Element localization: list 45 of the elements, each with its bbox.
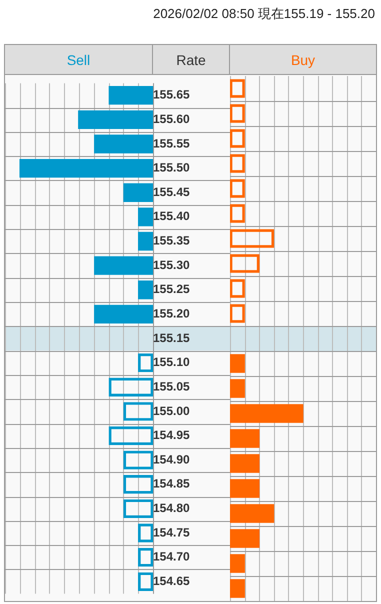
y-tick-label: 155.25 bbox=[153, 282, 190, 296]
bar bbox=[138, 208, 153, 226]
bar bbox=[230, 504, 274, 523]
y-tick-label: 155.05 bbox=[153, 379, 190, 394]
y-axis-title: Rate bbox=[153, 45, 230, 75]
bar bbox=[138, 280, 153, 300]
y-tick-label: 155.20 bbox=[153, 306, 190, 320]
y-tick-label: 155.60 bbox=[153, 112, 190, 126]
bar bbox=[138, 232, 153, 251]
bar bbox=[230, 354, 245, 373]
y-tick-label: 154.80 bbox=[153, 501, 190, 516]
y-tick-label: 155.45 bbox=[153, 184, 190, 199]
y-tick-label: 155.40 bbox=[153, 209, 190, 224]
bar bbox=[94, 304, 153, 324]
bar bbox=[108, 86, 153, 105]
y-tick-label: 154.65 bbox=[153, 574, 190, 588]
bar bbox=[78, 110, 153, 129]
bar bbox=[230, 479, 260, 498]
y-tick-label: 155.10 bbox=[153, 355, 190, 370]
y-tick-label: 154.70 bbox=[153, 550, 190, 564]
bar bbox=[123, 183, 153, 202]
bar bbox=[230, 379, 245, 398]
y-tick-label: 155.00 bbox=[153, 404, 190, 418]
bar bbox=[230, 404, 304, 423]
text: Buy bbox=[230, 45, 376, 75]
y-tick-label: 154.85 bbox=[153, 476, 190, 491]
series-label: Sell bbox=[5, 45, 153, 75]
bar bbox=[230, 429, 260, 448]
chart-title: 2026/02/02 08:50 現在155.19 - 155.20 bbox=[153, 5, 375, 23]
bar bbox=[94, 134, 153, 154]
bar bbox=[230, 454, 260, 473]
y-tick-label: 155.55 bbox=[153, 136, 190, 150]
bar bbox=[230, 554, 245, 573]
bar bbox=[230, 579, 245, 598]
bar bbox=[230, 529, 260, 548]
y-tick-label: 155.50 bbox=[153, 160, 190, 175]
y-tick-label: 154.75 bbox=[153, 525, 190, 540]
bar bbox=[94, 256, 153, 275]
y-tick-label: 155.15 bbox=[153, 330, 190, 345]
y-tick-label: 155.30 bbox=[153, 258, 190, 272]
y-tick-label: 154.95 bbox=[153, 428, 190, 442]
y-tick-label: 155.35 bbox=[153, 234, 190, 248]
y-tick-label: 154.90 bbox=[153, 452, 190, 466]
bar bbox=[19, 158, 153, 178]
y-tick-label: 155.65 bbox=[153, 88, 190, 102]
